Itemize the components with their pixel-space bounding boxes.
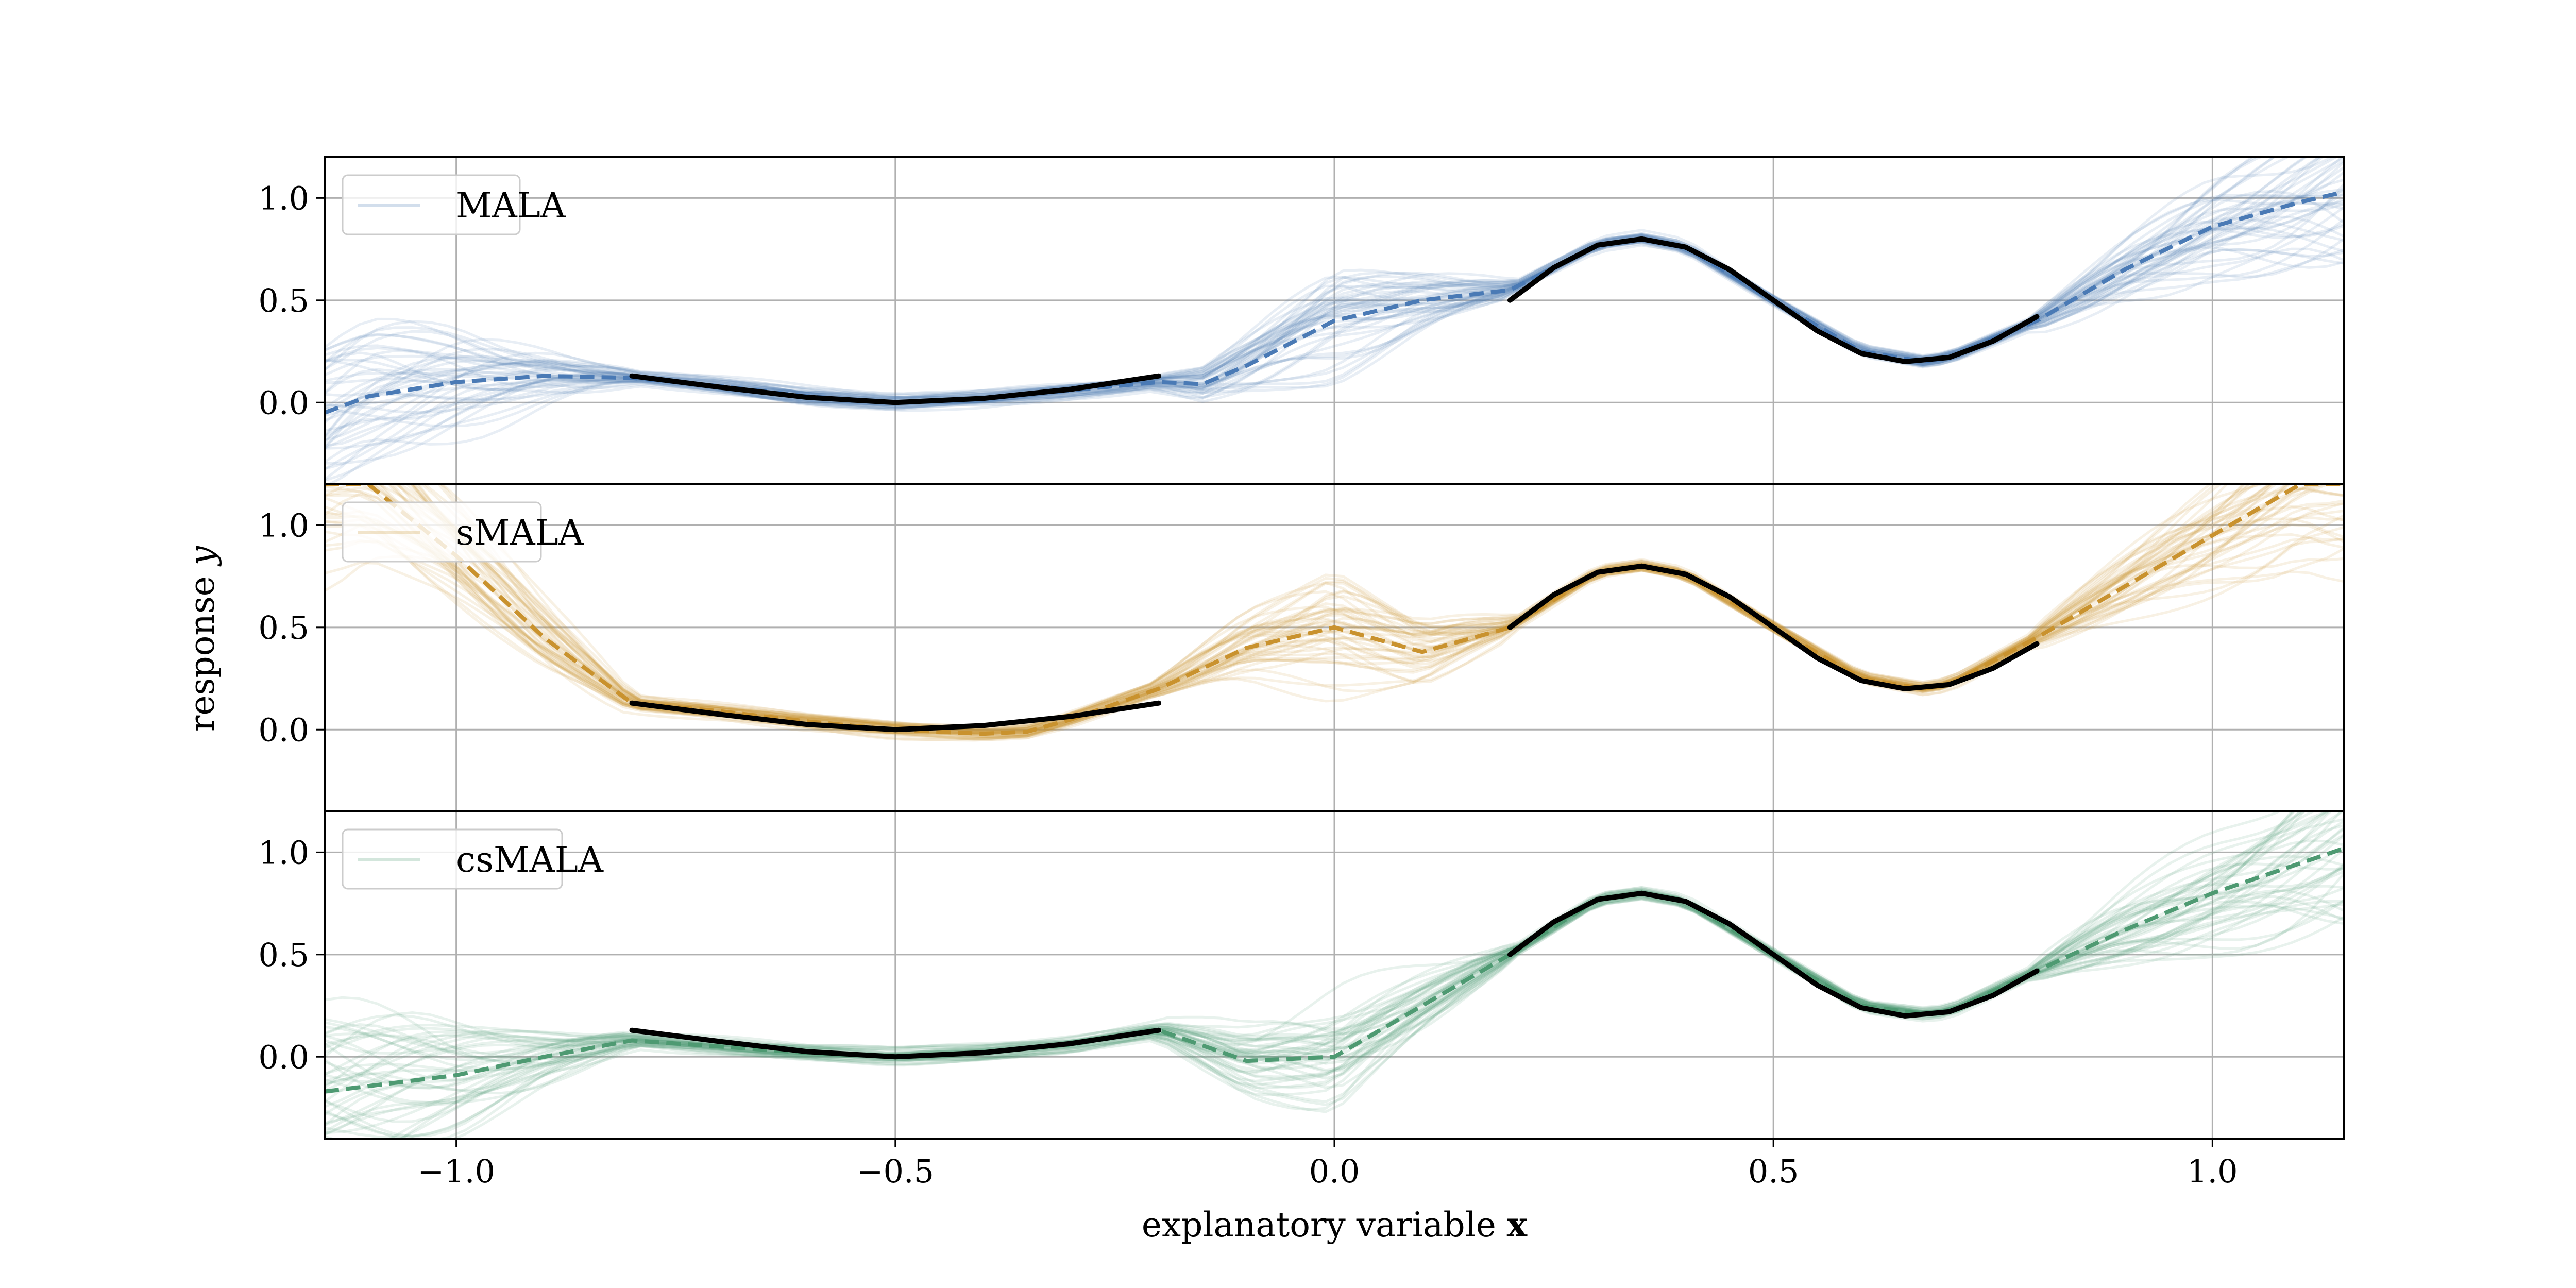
sample-curve	[325, 496, 2344, 742]
sample-curve	[325, 505, 2344, 740]
legend-box	[342, 174, 521, 235]
sample-curve	[325, 811, 2331, 1055]
y-axis-label-var: y	[182, 546, 222, 567]
ground-truth-line	[629, 1027, 1162, 1060]
sample-curve	[325, 516, 2344, 730]
panel-plot-area	[325, 484, 2344, 742]
sample-curve	[399, 892, 2344, 1139]
y-tick-label: 1.0	[258, 834, 309, 871]
x-tick-label: 0.5	[1748, 1153, 1799, 1190]
x-tick-label: −0.5	[857, 1153, 935, 1190]
sample-curve	[405, 484, 2266, 727]
sample-curve	[417, 484, 2217, 731]
y-tick-label: 0.0	[258, 711, 309, 749]
panel-mala: 0.0 0.5 1.0 MALA	[258, 156, 2345, 485]
y-tick-label: 1.0	[258, 506, 309, 544]
sample-curve	[410, 484, 2229, 730]
sample-curve	[325, 157, 2276, 399]
y-tick-label: 0.0	[258, 384, 309, 421]
sample-curve	[325, 193, 2344, 401]
legend-label: MALA	[456, 185, 566, 226]
x-axis-label-text: explanatory variable	[1142, 1205, 1507, 1245]
legend-box	[342, 501, 542, 563]
panel-smala: 0.0 0.5 1.0 sMALA	[258, 483, 2345, 812]
y-tick-label: 0.5	[258, 609, 309, 647]
y-tick-label: 0.5	[258, 282, 309, 319]
sample-curve	[325, 870, 2344, 1127]
x-axis-label-var: x	[1507, 1205, 1528, 1245]
sample-curve	[325, 811, 2331, 1057]
y-tick-label: 0.5	[258, 936, 309, 974]
sample-curve	[325, 811, 2344, 1090]
sample-curve	[325, 811, 2303, 1053]
sample-curve	[325, 811, 2316, 1076]
legend: csMALA	[342, 828, 604, 890]
ground-truth-line	[1507, 236, 2040, 364]
y-tick-label: 0.0	[258, 1038, 309, 1076]
panel-plot-area	[325, 157, 2344, 484]
sample-curve	[325, 190, 2344, 450]
ground-truth-line	[1507, 890, 2040, 1019]
x-tick-label: 1.0	[2187, 1153, 2238, 1190]
y-axis-label-text: response	[182, 565, 222, 732]
sample-curve	[410, 484, 2320, 727]
ground-truth-line	[1507, 563, 2040, 691]
sample-curve	[439, 484, 2245, 731]
sample-curve	[325, 226, 2344, 450]
ground-truth-line	[629, 700, 1162, 733]
ground-truth-line	[629, 373, 1162, 405]
panel-plot-area	[325, 811, 2344, 1139]
sample-curve	[415, 484, 2333, 732]
sample-curve	[395, 484, 2271, 732]
x-tick-label: 0.0	[1309, 1153, 1360, 1190]
sample-curve	[325, 178, 2344, 415]
x-axis-label: explanatory variable x	[1142, 1205, 1528, 1245]
legend: MALA	[342, 174, 566, 235]
legend-label: sMALA	[456, 513, 584, 553]
sample-curve	[325, 187, 2344, 397]
sample-curve	[325, 827, 2344, 1086]
sample-curve	[325, 811, 2282, 1090]
sample-curve	[325, 834, 2344, 1108]
sample-curve	[325, 241, 2344, 438]
legend-box	[342, 828, 563, 890]
legend: sMALA	[342, 501, 584, 563]
y-axis-label: response y	[182, 546, 222, 732]
x-tick-label: −1.0	[417, 1153, 495, 1190]
sample-curve	[325, 238, 2344, 441]
sample-curve	[325, 820, 2344, 1107]
y-tick-label: 1.0	[258, 179, 309, 217]
sample-curve	[325, 157, 2253, 403]
sample-curve	[325, 811, 2328, 1058]
legend-label: csMALA	[456, 840, 604, 880]
panel-csmala: 0.0 0.5 1.0 csMALA	[258, 810, 2345, 1140]
sample-curve	[388, 484, 2326, 734]
